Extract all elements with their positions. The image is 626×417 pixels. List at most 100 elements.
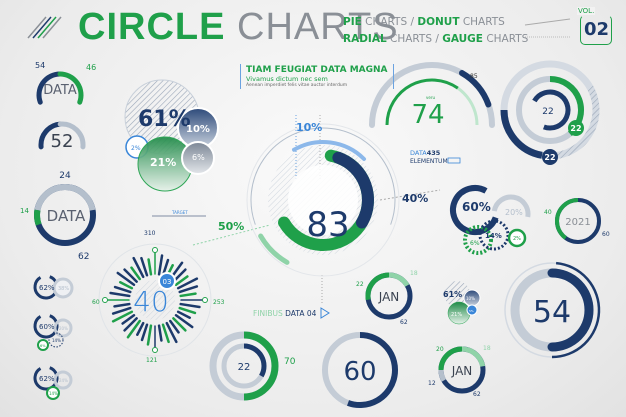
cluster-label: 60%: [462, 200, 491, 214]
arc-segment: [547, 268, 594, 352]
badge: [158, 272, 176, 290]
cluster-label: 14%: [485, 232, 502, 240]
radial-bar: [123, 317, 138, 332]
radial-bar: [111, 310, 134, 323]
radial-bar: [174, 314, 194, 329]
arc-segment: [292, 140, 367, 161]
small-label: veru: [426, 95, 435, 100]
bubble-label: 61%: [138, 107, 191, 132]
donut-2021-chart: 2021 40 60: [544, 198, 610, 244]
radial-bar: [147, 258, 153, 276]
bar-endpoint: [202, 297, 208, 303]
arc-segment: [33, 314, 59, 339]
ring-label: 22: [542, 107, 553, 117]
small-cluster-1: 62% 38%: [33, 275, 74, 300]
arc-52-chart: 52: [38, 121, 86, 152]
radial-bar: [179, 292, 197, 298]
arc-segment: [243, 343, 267, 378]
arc-segment: [57, 121, 86, 150]
bubble: [181, 141, 215, 175]
arc-segment: [347, 332, 398, 408]
hatched-ring: [478, 219, 510, 251]
value-label: 18: [410, 270, 418, 277]
small-label: 60%: [39, 323, 55, 331]
bubble-chart: 61% 10% 21% 6% 2%: [124, 79, 219, 192]
radial-bar: [178, 306, 197, 315]
donut-label: DATA: [47, 207, 86, 225]
radial-bar: [161, 323, 170, 344]
arc-segment: [541, 85, 600, 160]
arc-segment: [461, 346, 486, 367]
radial-bar: [130, 266, 141, 281]
radial-bar: [157, 324, 163, 342]
note-title: TIAM FEUGIAT DATA MAGNA: [246, 65, 388, 75]
arc-segment: [385, 78, 459, 126]
vol-label: VOL.: [577, 7, 596, 15]
bubble-label: 21%: [150, 156, 176, 169]
small-label: 38%: [58, 286, 69, 292]
ring-60-chart: 60: [322, 332, 398, 408]
badge-label: 03: [163, 278, 172, 286]
donut-22-chart: 22 70: [209, 331, 296, 401]
cluster-label: 2%: [513, 236, 521, 242]
bubble: [466, 304, 478, 316]
bubble-label: 21%: [451, 312, 462, 318]
arc-segment: [33, 366, 59, 391]
arc-segment: [438, 346, 463, 371]
value-label: 40: [544, 209, 552, 216]
gauge-data-chart: DATA 54 46: [35, 61, 96, 105]
center-disc: [288, 165, 358, 235]
radial-bar: [178, 285, 199, 294]
small-label: 62%: [39, 284, 55, 292]
hatched-ring: [463, 225, 493, 255]
small-label: 14%: [49, 391, 58, 396]
value-label: 62: [78, 252, 89, 262]
value-label: 14: [20, 207, 29, 215]
ring-label: 22: [544, 153, 555, 162]
bar-endpoint: [152, 347, 158, 353]
text-note: TIAM FEUGIAT DATA MAGNA Vivamus dictum n…: [240, 64, 394, 89]
radial-bar: [140, 323, 149, 342]
ring: [53, 318, 73, 338]
radial-bar: [119, 281, 134, 290]
arc-segment: [57, 71, 84, 105]
ring: [48, 332, 64, 348]
radial-bar: [136, 321, 145, 336]
arc-segment: [500, 109, 543, 159]
play-icon: [320, 307, 330, 319]
big-54-chart: 54: [504, 261, 601, 359]
arc-segment: [332, 151, 374, 229]
value-label: 54: [35, 61, 45, 70]
radial-bar: [132, 256, 145, 279]
gauge-label: DATA: [43, 83, 77, 98]
donut-data-chart: DATA 24 14 62: [20, 171, 96, 262]
bar-endpoint: [152, 247, 158, 253]
arc-segment: [551, 261, 601, 359]
volume-badge: VOL. 02: [577, 7, 612, 45]
percent-label: 50%: [218, 220, 244, 233]
value-text: 60: [343, 357, 376, 387]
small-label: 14%: [52, 338, 61, 343]
value-text: 40: [133, 285, 169, 318]
arc-segment: [491, 194, 531, 218]
ring: [53, 370, 73, 390]
bar-endpoint: [102, 297, 108, 303]
bubble-label: 10%: [186, 124, 210, 135]
max-label: 85: [470, 73, 478, 80]
cluster-label: 20%: [505, 208, 523, 217]
small-label: 62%: [39, 375, 55, 383]
radial-bar: [169, 319, 180, 334]
percent-label: 40%: [402, 192, 428, 205]
radial-bar: [146, 324, 153, 346]
value-text: 74: [411, 100, 444, 130]
small-ring: [507, 228, 527, 248]
value-label: 121: [146, 357, 158, 364]
guide-line: [192, 224, 271, 246]
value-label: 310: [144, 230, 156, 237]
value-label: 22: [356, 281, 364, 288]
arc-segment: [438, 369, 447, 382]
mini-bubble-chart: 61% 10% 21% 5%: [443, 281, 481, 325]
bubble-label: 5%: [469, 309, 474, 313]
note-body: Aenean imperdiet felis vitae auctor inte…: [246, 83, 348, 88]
arc-segment: [34, 209, 42, 226]
